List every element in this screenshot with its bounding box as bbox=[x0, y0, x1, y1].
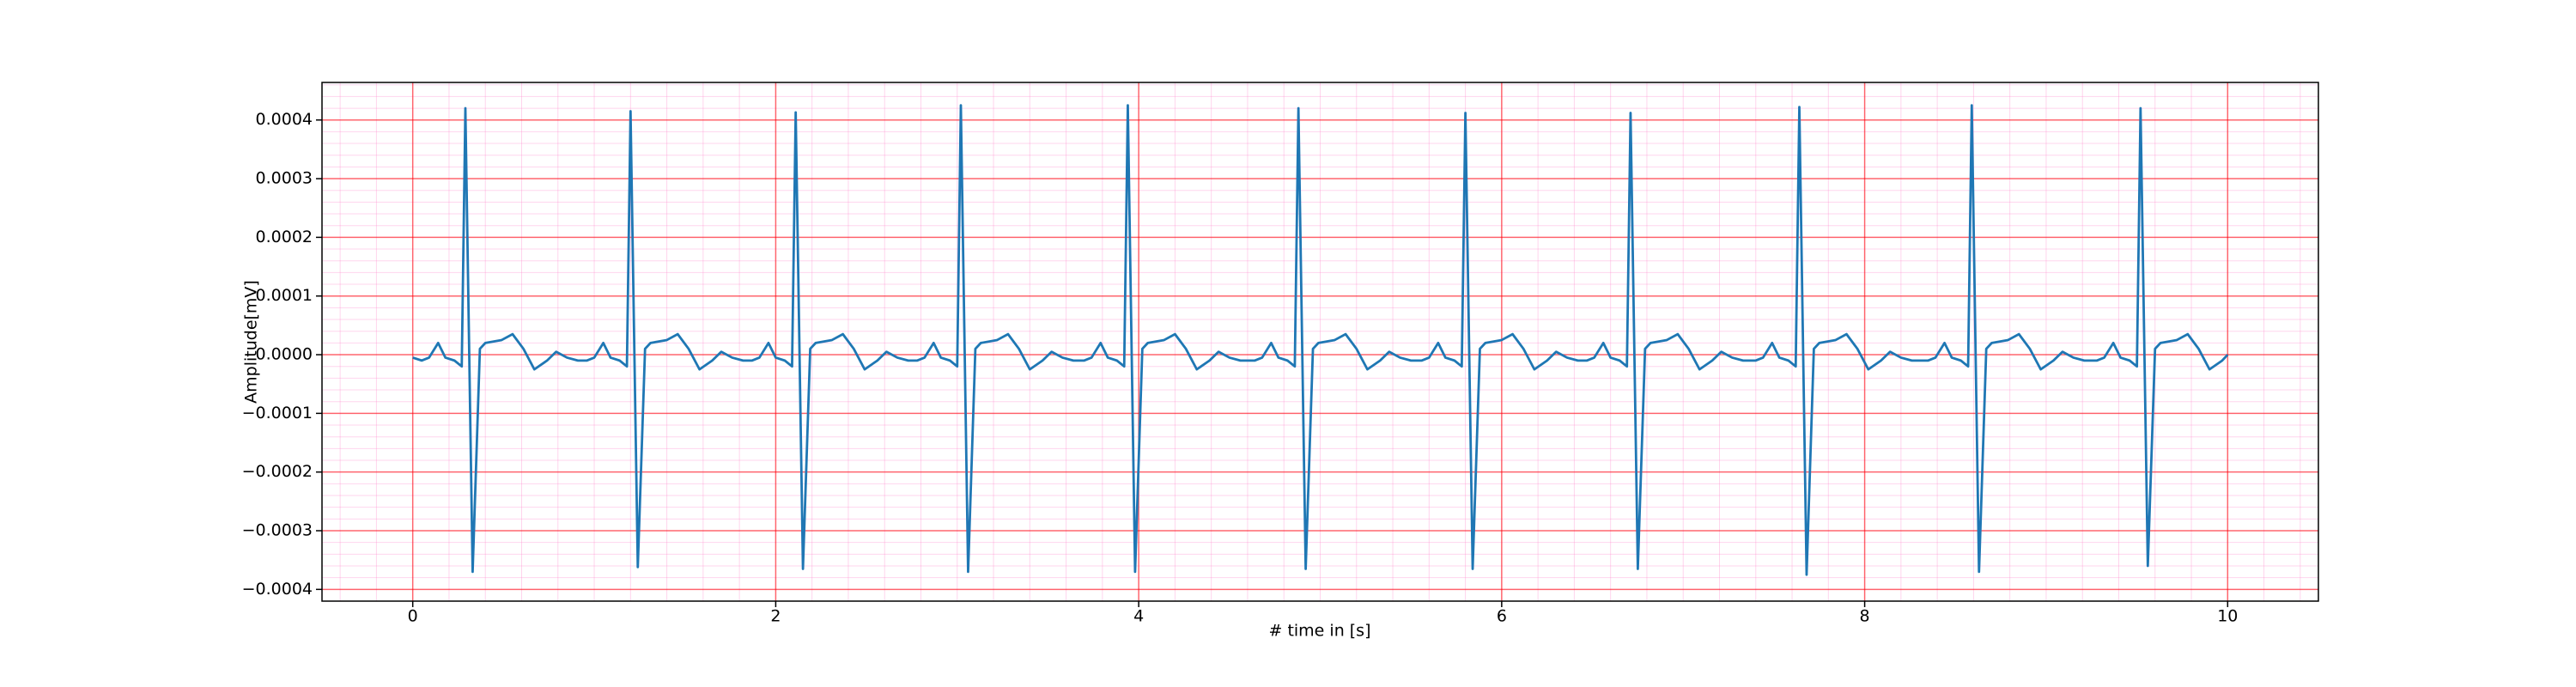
y-tick-label: −0.0002 bbox=[242, 462, 313, 481]
x-tick-label: 10 bbox=[2217, 607, 2238, 626]
x-tick-label: 8 bbox=[1860, 607, 1870, 626]
y-tick-label: −0.0004 bbox=[242, 580, 313, 599]
y-tick-label: 0.0003 bbox=[256, 169, 313, 188]
y-tick-label: −0.0003 bbox=[242, 521, 313, 540]
y-tick-label: 0.0004 bbox=[256, 110, 313, 129]
x-tick-label: 2 bbox=[770, 607, 781, 626]
ecg-line bbox=[412, 104, 2229, 576]
y-tick-label: 0.0002 bbox=[256, 228, 313, 246]
x-tick-label: 4 bbox=[1133, 607, 1144, 626]
y-tick-label: 0.0001 bbox=[256, 286, 313, 305]
x-tick-label: 0 bbox=[408, 607, 418, 626]
y-tick-label: −0.0001 bbox=[242, 404, 313, 423]
plot-frame bbox=[321, 82, 2319, 602]
x-tick-label: 6 bbox=[1497, 607, 1507, 626]
y-tick-label: 0.0000 bbox=[256, 345, 313, 364]
y-axis-label: Amplitude[mV] bbox=[242, 280, 261, 404]
x-axis-label: # time in [s] bbox=[1268, 622, 1370, 641]
